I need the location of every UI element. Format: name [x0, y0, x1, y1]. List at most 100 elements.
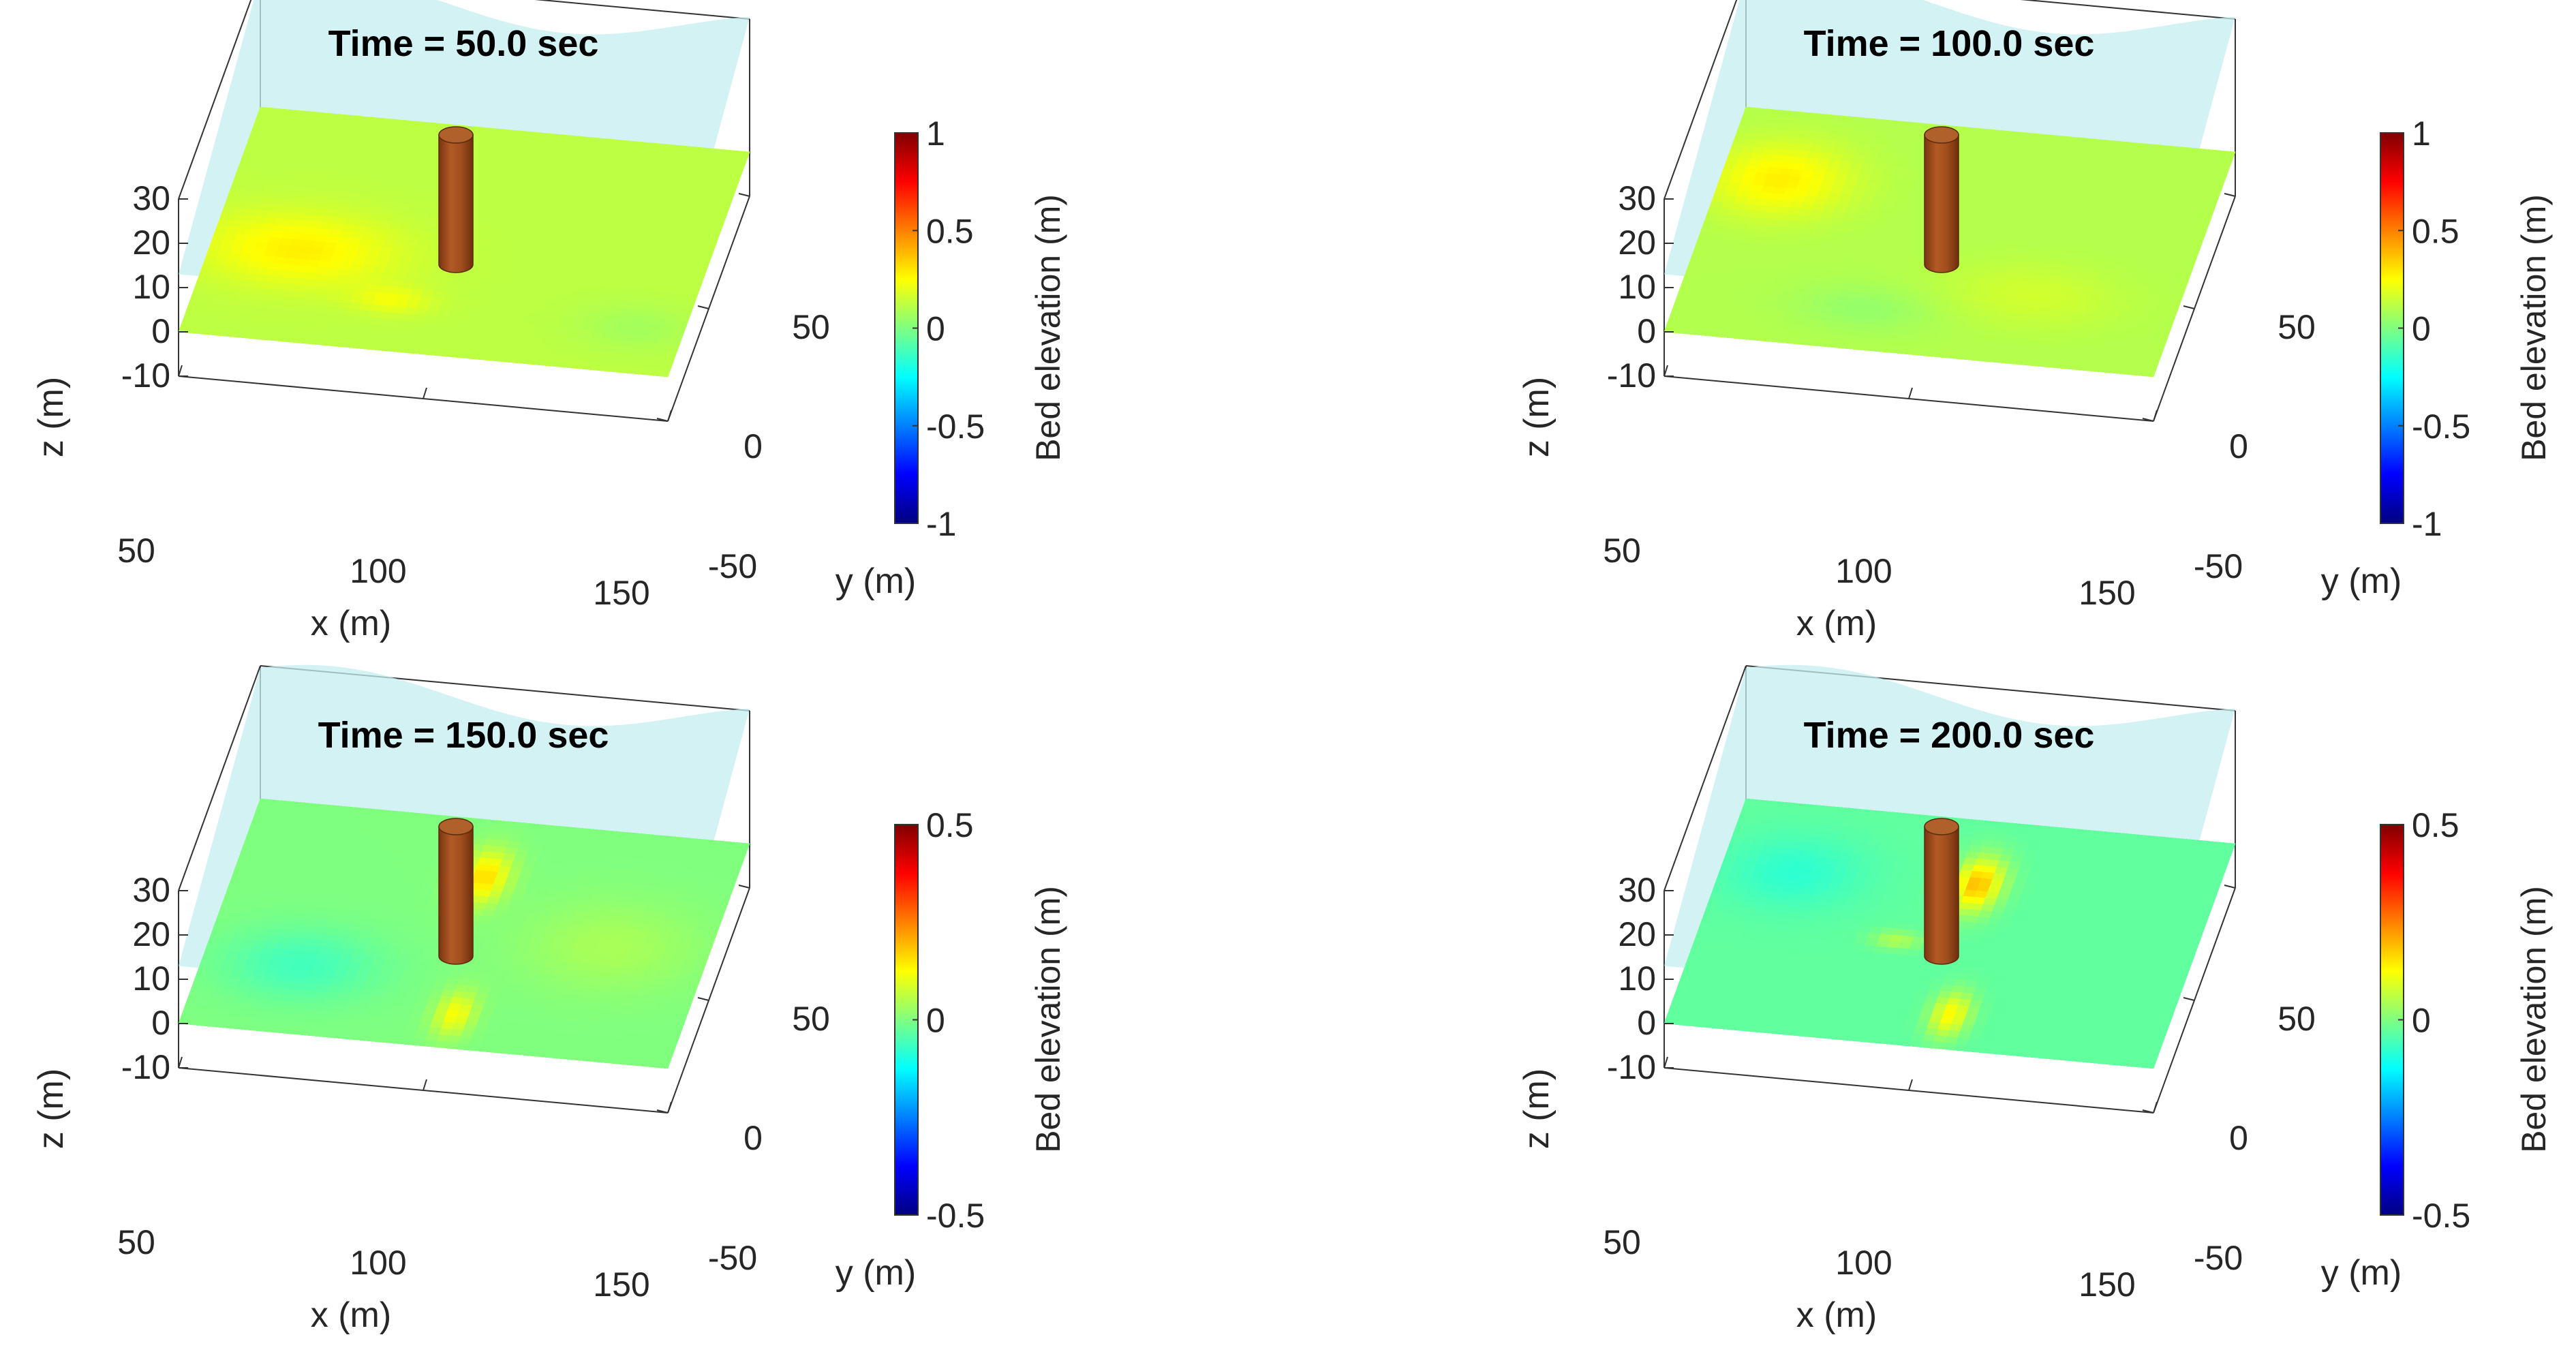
colorbar-tick-label: -0.5 — [926, 408, 985, 446]
bed-cell — [663, 1042, 677, 1050]
colorbar-tick-label: -0.5 — [2412, 408, 2470, 446]
bed-cell — [2212, 175, 2227, 184]
bed-cell — [2156, 331, 2170, 340]
bed-cell — [2185, 250, 2200, 259]
z-tick-label: 30 — [132, 179, 170, 217]
x-tick — [667, 1101, 672, 1113]
y-tick-label: -50 — [708, 547, 757, 585]
bed-cell — [699, 942, 714, 951]
colorbar-tick-label: 1 — [926, 114, 945, 153]
bed-cell — [665, 1036, 680, 1044]
bed-cell — [722, 880, 737, 888]
pile-top — [438, 818, 474, 835]
bed-cell — [733, 848, 748, 857]
x-tick-label: 100 — [1835, 552, 1892, 590]
z-axis-label: z (m) — [31, 1069, 71, 1149]
x-tick-label: 50 — [1603, 532, 1641, 570]
z-tick-label: -10 — [1607, 356, 1656, 395]
y-tick-label: 0 — [2229, 427, 2248, 465]
x-axis-label: x (m) — [1796, 604, 1877, 643]
bed-cell — [2192, 232, 2207, 240]
z-tick-label: 10 — [132, 268, 170, 306]
bed-cell — [718, 200, 732, 209]
bed-cell — [667, 338, 682, 346]
pile-body — [438, 826, 474, 965]
box-edge — [178, 0, 252, 200]
bed-cell — [656, 369, 671, 378]
x-tick — [423, 387, 427, 399]
colorbar-tick-label: 0 — [926, 310, 945, 348]
bed-cell — [726, 867, 741, 876]
x-tick-label: 100 — [350, 1244, 406, 1282]
y-tick — [697, 997, 709, 1001]
y-tick-label: 0 — [743, 427, 763, 465]
y-tick — [738, 885, 750, 889]
bed-cell — [724, 873, 739, 882]
bed-cell — [718, 892, 732, 900]
bed-cell — [735, 842, 750, 850]
bed-cell — [733, 157, 748, 165]
bed-cell — [2166, 301, 2181, 309]
bed-cell — [686, 288, 701, 296]
bed-cell — [713, 904, 728, 913]
bed-cell — [688, 281, 703, 290]
bed-cell — [684, 985, 698, 994]
x-axis-label: x (m) — [311, 1295, 391, 1335]
x-tick-label: 50 — [117, 1223, 155, 1261]
colorbar-tick-label: 0 — [926, 1002, 945, 1040]
bed-cell — [2160, 319, 2175, 328]
bed-cell — [686, 979, 701, 988]
x-tick — [1908, 387, 1913, 399]
bed-cell — [715, 898, 730, 907]
bed-cell — [670, 1023, 684, 1032]
y-tick — [738, 193, 750, 197]
bed-cell — [670, 331, 684, 340]
y-tick-label: -50 — [708, 1239, 757, 1277]
bed-cell — [679, 998, 694, 1007]
x-tick — [423, 1079, 427, 1091]
panel-title: Time = 50.0 sec — [328, 23, 599, 64]
bed-cell — [711, 910, 725, 919]
colorbar-tick-label: -1 — [2412, 505, 2442, 543]
colorbar-label: Bed elevation (m) — [2515, 194, 2553, 461]
bed-cell — [2201, 206, 2215, 215]
bed-cell — [720, 886, 735, 894]
bed-cell — [704, 929, 718, 938]
colorbar-tick-label: 0.5 — [2412, 212, 2459, 250]
bed-cell — [2169, 294, 2183, 303]
bed-cell — [2219, 157, 2234, 165]
bed-cell — [715, 206, 730, 215]
bed-cell — [694, 263, 709, 271]
pile — [438, 818, 474, 965]
bed-cell — [658, 363, 673, 371]
z-tick-label: 30 — [1618, 179, 1656, 217]
z-tick-label: 10 — [132, 959, 170, 998]
colorbar-tick-label: -0.5 — [926, 1197, 985, 1235]
bed-cell — [2153, 338, 2168, 346]
bed-cell — [688, 973, 703, 982]
bed-cell — [708, 226, 723, 234]
colorbar-tick-label: -1 — [926, 505, 956, 543]
bed-cell — [2187, 244, 2202, 253]
y-axis-label: y (m) — [835, 1253, 916, 1293]
pile-body — [438, 134, 474, 273]
bed-cell — [735, 151, 750, 159]
bed-cell — [684, 294, 698, 303]
bed-cell — [2203, 200, 2218, 209]
pile-body — [1924, 134, 1959, 273]
z-tick-label: 0 — [151, 312, 170, 350]
bed-cell — [701, 936, 716, 944]
z-tick-label: 20 — [1618, 224, 1656, 262]
bed-cell — [2176, 275, 2190, 283]
bed-cell — [731, 163, 746, 171]
bed-cell — [656, 1060, 671, 1069]
x-tick-label: 150 — [593, 1265, 649, 1304]
bed-cell — [699, 250, 714, 259]
bed-cell — [704, 238, 718, 246]
y-tick-label: 50 — [792, 308, 830, 346]
bed-cell — [2149, 350, 2163, 358]
bed-cell — [2214, 169, 2229, 178]
